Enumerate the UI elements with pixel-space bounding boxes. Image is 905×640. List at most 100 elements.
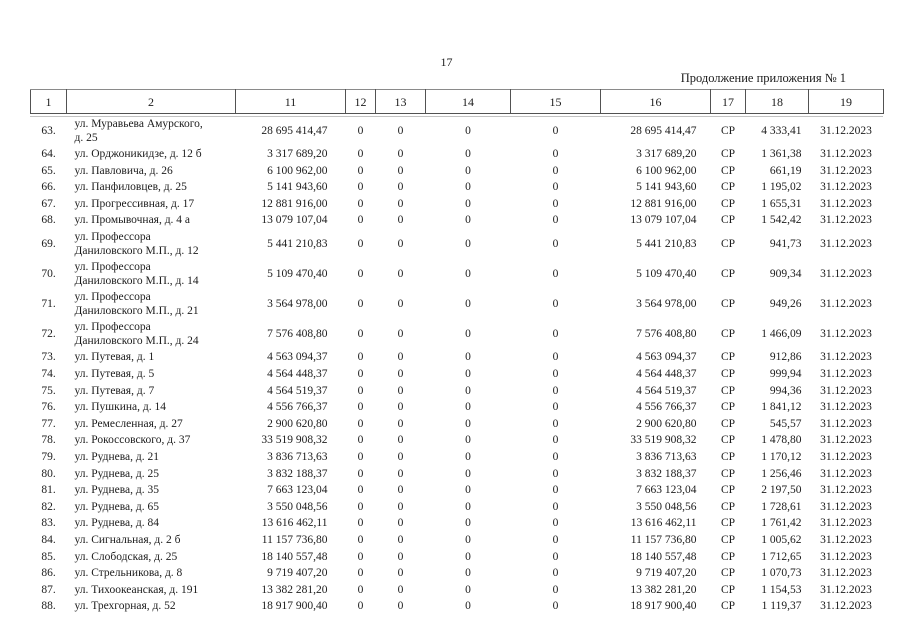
- table-row: 88. ул. Трехгорная, д. 52 18 917 900,40 0 0 0…: [31, 599, 884, 616]
- cell-c18: 994,36: [769, 384, 802, 397]
- cell-c13: 0: [397, 401, 404, 414]
- cell-c12: 0: [357, 181, 364, 194]
- cell-c17: СР: [720, 451, 736, 463]
- cell-c14: 0: [465, 237, 471, 250]
- cell-c12: 0: [357, 237, 364, 250]
- column-header: 17: [710, 89, 746, 114]
- table-row: 71. ул. Профессора Даниловского М.П., д. …: [31, 290, 884, 320]
- cell-n: 74.: [41, 368, 56, 381]
- cell-c13: 0: [397, 434, 404, 447]
- cell-c19: 31.12.2023: [820, 214, 872, 227]
- cell-c19: 31.12.2023: [820, 298, 872, 310]
- cell-c14: 0: [465, 197, 471, 210]
- cell-c15: 0: [552, 401, 559, 414]
- table-row: 66. ул. Панфиловцев, д. 25 5 141 943,60 0 0 0…: [31, 180, 884, 197]
- cell-c15: 0: [552, 197, 559, 210]
- cell-c12: 0: [357, 567, 364, 580]
- cell-address: ул. Слободская, д. 25: [74, 550, 178, 563]
- cell-c13: 0: [397, 197, 404, 210]
- cell-c11: 13 382 281,20: [261, 583, 328, 596]
- table-row: 65. ул. Павловича, д. 26 6 100 962,00 0 0 0 0 6…: [31, 163, 884, 180]
- cell-c12: 0: [357, 550, 364, 563]
- cell-c17: СР: [720, 267, 736, 280]
- cell-n: 79.: [41, 451, 56, 463]
- cell-c14: 0: [465, 500, 471, 513]
- cell-c16: 18 140 557,48: [630, 550, 697, 563]
- cell-c19: 31.12.2023: [820, 148, 872, 161]
- cell-c18: 909,34: [769, 267, 802, 280]
- cell-c12: 0: [357, 298, 364, 310]
- cell-c17: СР: [720, 351, 736, 364]
- cell-address: ул. Павловича, д. 26: [74, 164, 173, 177]
- cell-address: ул. Профессора Даниловского М.П., д. 14: [74, 261, 199, 287]
- cell-c17: СР: [720, 197, 736, 210]
- cell-c12: 0: [357, 148, 364, 161]
- cell-c14: 0: [465, 124, 471, 137]
- cell-c17: СР: [720, 164, 736, 177]
- cell-c19: 31.12.2023: [820, 434, 872, 447]
- cell-c13: 0: [397, 368, 404, 381]
- cell-n: 68.: [41, 214, 56, 227]
- table-row: 73. ул. Путевая, д. 1 4 563 094,37 0 0 0 0 4 56…: [31, 350, 884, 367]
- cell-c14: 0: [465, 451, 471, 463]
- table-row: 67. ул. Прогрессивная, д. 17 12 881 916,00…: [31, 196, 884, 213]
- cell-address: ул. Руднева, д. 35: [74, 484, 160, 497]
- cell-c11: 13 616 462,11: [261, 517, 328, 530]
- cell-c15: 0: [552, 164, 559, 177]
- cell-c19: 31.12.2023: [820, 567, 872, 580]
- cell-c16: 28 695 414,47: [630, 124, 697, 137]
- cell-c18: 999,94: [769, 368, 802, 381]
- cell-address: ул. Стрельникова, д. 8: [74, 567, 183, 580]
- cell-address: ул. Прогрессивная, д. 17: [74, 197, 195, 210]
- cell-c11: 2 900 620,80: [267, 417, 328, 430]
- cell-n: 77.: [41, 417, 56, 430]
- cell-n: 65.: [41, 164, 56, 177]
- column-header: 16: [600, 89, 711, 114]
- cell-c17: СР: [720, 467, 736, 480]
- cell-c12: 0: [357, 267, 364, 280]
- cell-c15: 0: [552, 237, 559, 250]
- cell-n: 83.: [41, 517, 56, 530]
- cell-c13: 0: [397, 517, 404, 530]
- cell-c16: 13 079 107,04: [630, 214, 697, 227]
- cell-address: ул. Руднева, д. 21: [74, 451, 160, 463]
- table-row: 77. ул. Ремесленная, д. 27 2 900 620,80 0 0 0…: [31, 416, 884, 433]
- cell-c13: 0: [397, 214, 404, 227]
- cell-c11: 4 564 519,37: [267, 384, 328, 397]
- cell-n: 67.: [41, 197, 56, 210]
- cell-n: 82.: [41, 500, 56, 513]
- cell-c16: 3 832 188,37: [636, 467, 697, 480]
- column-header: 2: [66, 89, 236, 114]
- cell-c15: 0: [552, 500, 559, 513]
- cell-c15: 0: [552, 600, 559, 613]
- cell-c11: 9 719 407,20: [267, 567, 328, 580]
- cell-c14: 0: [465, 181, 471, 194]
- cell-c19: 31.12.2023: [820, 583, 872, 596]
- cell-c16: 7 663 123,04: [636, 484, 697, 497]
- cell-c19: 31.12.2023: [820, 124, 872, 137]
- cell-c19: 31.12.2023: [820, 550, 872, 563]
- cell-c17: СР: [720, 368, 736, 381]
- cell-c12: 0: [357, 328, 364, 341]
- cell-c12: 0: [357, 451, 364, 463]
- cell-c13: 0: [397, 384, 404, 397]
- cell-address: ул. Тихоокеанская, д. 191: [74, 583, 199, 596]
- cell-c19: 31.12.2023: [820, 181, 872, 194]
- table-row: 78. ул. Рокоссовского, д. 37 33 519 908,32…: [31, 433, 884, 450]
- cell-c11: 3 317 689,20: [267, 148, 328, 161]
- cell-c16: 18 917 900,40: [630, 600, 697, 613]
- cell-address: ул. Руднева, д. 65: [74, 500, 160, 513]
- cell-c13: 0: [397, 124, 404, 137]
- column-header: 19: [808, 89, 884, 114]
- cell-c16: 4 564 448,37: [636, 368, 697, 381]
- cell-c11: 18 917 900,40: [261, 600, 328, 613]
- cell-address: ул. Профессора Даниловского М.П., д. 12: [74, 231, 199, 257]
- cell-c19: 31.12.2023: [820, 484, 872, 497]
- cell-c11: 18 140 557,48: [261, 550, 328, 563]
- table-row: 64. ул. Орджоникидзе, д. 12 б 3 317 689,20…: [31, 147, 884, 164]
- cell-c19: 31.12.2023: [820, 451, 872, 463]
- cell-c19: 31.12.2023: [820, 384, 872, 397]
- cell-c19: 31.12.2023: [820, 517, 872, 530]
- cell-c12: 0: [357, 500, 364, 513]
- cell-c12: 0: [357, 517, 364, 530]
